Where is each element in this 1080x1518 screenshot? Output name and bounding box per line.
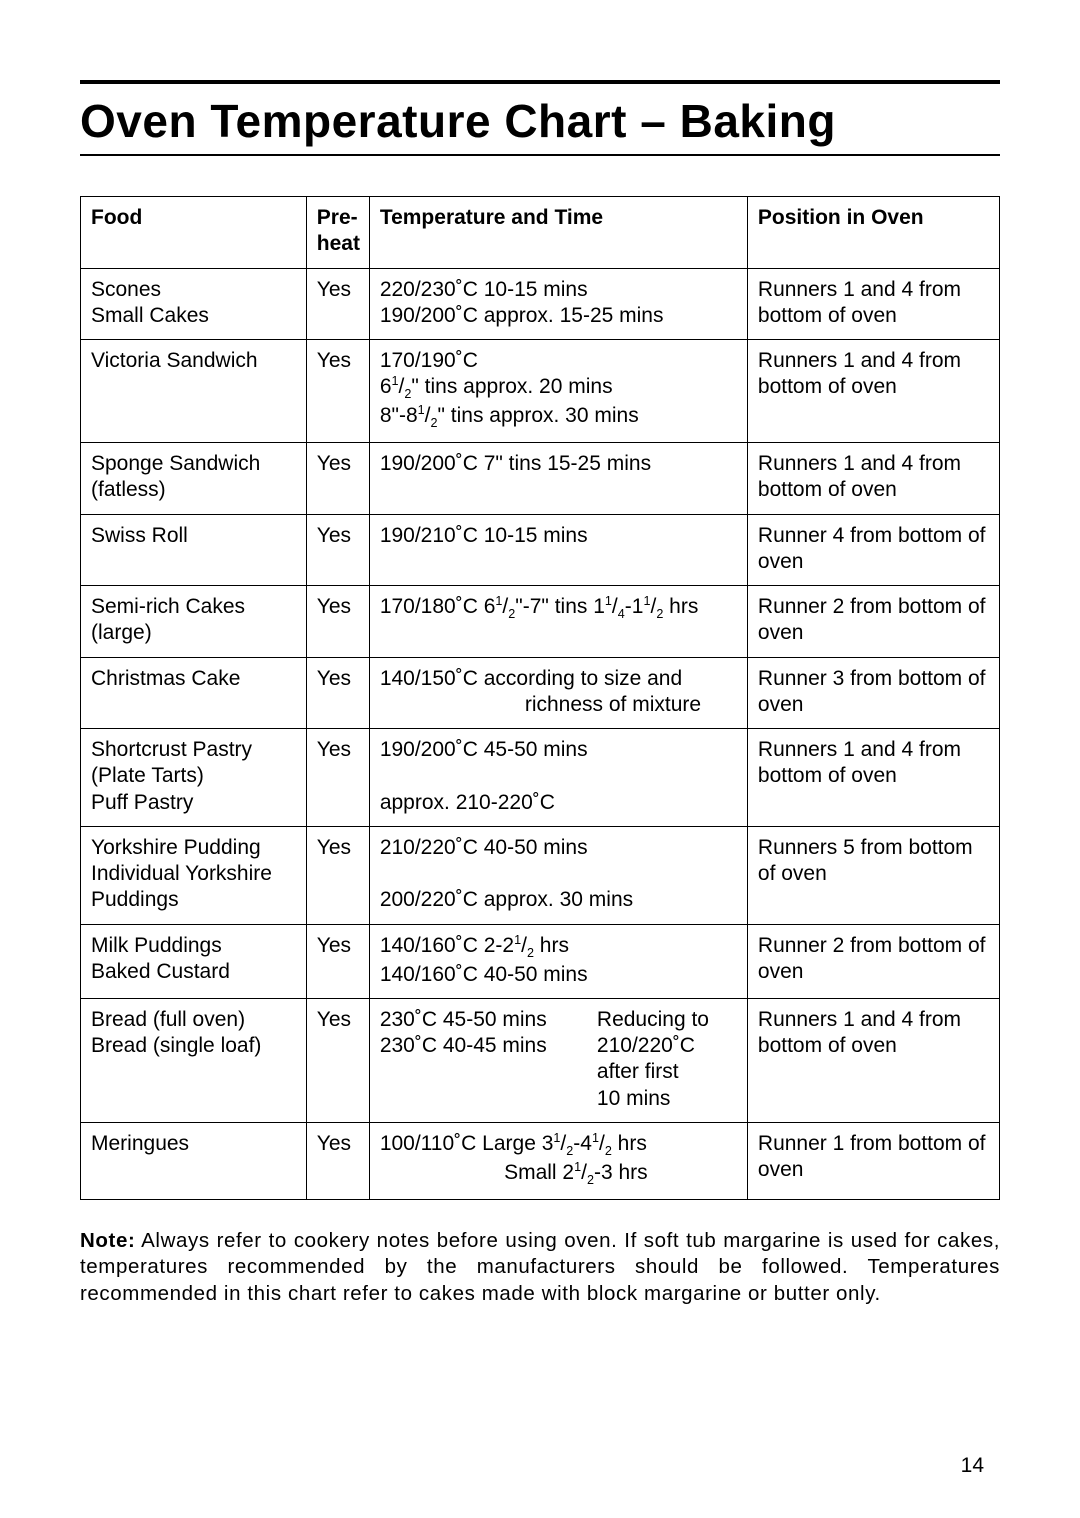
cell-preheat: Yes — [306, 998, 369, 1122]
note-text: Always refer to cookery notes before usi… — [80, 1229, 1000, 1305]
cell-temperature: 100/110˚C Large 31/2-41/2 hrs Small 21/2… — [369, 1122, 747, 1199]
cell-position: Runners 1 and 4 from bottom of oven — [747, 340, 999, 443]
cell-position: Runner 3 from bottom of oven — [747, 657, 999, 729]
cell-food: Shortcrust Pastry (Plate Tarts)Puff Past… — [81, 729, 307, 827]
table-body: SconesSmall CakesYes220/230˚C 10-15 mins… — [81, 268, 1000, 1199]
cell-temperature: 220/230˚C 10-15 mins190/200˚C approx. 15… — [369, 268, 747, 340]
table-row: Swiss RollYes190/210˚C 10-15 minsRunner … — [81, 514, 1000, 586]
cell-preheat: Yes — [306, 443, 369, 515]
table-row: Sponge Sandwich (fatless)Yes190/200˚C 7"… — [81, 443, 1000, 515]
cell-temperature: 190/200˚C 7" tins 15-25 mins — [369, 443, 747, 515]
top-rule — [80, 80, 1000, 84]
cell-temperature: 140/150˚C according to size and richness… — [369, 657, 747, 729]
table-row: SconesSmall CakesYes220/230˚C 10-15 mins… — [81, 268, 1000, 340]
table-row: MeringuesYes100/110˚C Large 31/2-41/2 hr… — [81, 1122, 1000, 1199]
cell-temperature: 170/180˚C 61/2"-7" tins 11/4-11/2 hrs — [369, 586, 747, 658]
cell-temperature: 170/190˚C61/2" tins approx. 20 mins8"-81… — [369, 340, 747, 443]
cell-preheat: Yes — [306, 924, 369, 998]
cell-position: Runner 1 from bottom of oven — [747, 1122, 999, 1199]
header-position: Position in Oven — [747, 197, 999, 269]
cell-preheat: Yes — [306, 729, 369, 827]
header-temp: Temperature and Time — [369, 197, 747, 269]
cell-food: Christmas Cake — [81, 657, 307, 729]
table-row: Yorkshire PuddingIndividual Yorkshire Pu… — [81, 826, 1000, 924]
page-number: 14 — [961, 1454, 984, 1478]
cell-position: Runners 1 and 4 from bottom of oven — [747, 729, 999, 827]
note-paragraph: Note: Always refer to cookery notes befo… — [80, 1228, 1000, 1308]
cell-food: Sponge Sandwich (fatless) — [81, 443, 307, 515]
cell-food: Milk PuddingsBaked Custard — [81, 924, 307, 998]
note-label: Note: — [80, 1229, 135, 1252]
cell-preheat: Yes — [306, 340, 369, 443]
cell-preheat: Yes — [306, 514, 369, 586]
cell-food: Swiss Roll — [81, 514, 307, 586]
page-title: Oven Temperature Chart – Baking — [80, 94, 1000, 148]
table-row: Milk PuddingsBaked CustardYes140/160˚C 2… — [81, 924, 1000, 998]
cell-position: Runners 1 and 4 from bottom of oven — [747, 998, 999, 1122]
cell-temperature: 140/160˚C 2-21/2 hrs140/160˚C 40-50 mins — [369, 924, 747, 998]
cell-food: Bread (full oven)Bread (single loaf) — [81, 998, 307, 1122]
table-header-row: Food Pre-heat Temperature and Time Posit… — [81, 197, 1000, 269]
cell-position: Runner 2 from bottom of oven — [747, 586, 999, 658]
table-row: Victoria SandwichYes170/190˚C61/2" tins … — [81, 340, 1000, 443]
cell-temperature: 190/210˚C 10-15 mins — [369, 514, 747, 586]
cell-temperature: 210/220˚C 40-50 mins200/220˚C approx. 30… — [369, 826, 747, 924]
cell-preheat: Yes — [306, 586, 369, 658]
cell-position: Runner 2 from bottom of oven — [747, 924, 999, 998]
table-row: Shortcrust Pastry (Plate Tarts)Puff Past… — [81, 729, 1000, 827]
cell-position: Runners 1 and 4 from bottom of oven — [747, 268, 999, 340]
title-underline — [80, 154, 1000, 156]
header-preheat: Pre-heat — [306, 197, 369, 269]
cell-position: Runner 4 from bottom of oven — [747, 514, 999, 586]
cell-preheat: Yes — [306, 826, 369, 924]
cell-food: Semi-rich Cakes (large) — [81, 586, 307, 658]
cell-food: Victoria Sandwich — [81, 340, 307, 443]
cell-temperature: 230˚C 45-50 mins230˚C 40-45 minsReducing… — [369, 998, 747, 1122]
cell-preheat: Yes — [306, 657, 369, 729]
cell-preheat: Yes — [306, 268, 369, 340]
cell-food: SconesSmall Cakes — [81, 268, 307, 340]
table-row: Bread (full oven)Bread (single loaf)Yes2… — [81, 998, 1000, 1122]
cell-temperature: 190/200˚C 45-50 minsapprox. 210-220˚C — [369, 729, 747, 827]
header-food: Food — [81, 197, 307, 269]
table-row: Christmas CakeYes140/150˚C according to … — [81, 657, 1000, 729]
cell-position: Runners 1 and 4 from bottom of oven — [747, 443, 999, 515]
baking-table: Food Pre-heat Temperature and Time Posit… — [80, 196, 1000, 1200]
cell-position: Runners 5 from bottom of oven — [747, 826, 999, 924]
cell-food: Meringues — [81, 1122, 307, 1199]
cell-preheat: Yes — [306, 1122, 369, 1199]
table-row: Semi-rich Cakes (large)Yes170/180˚C 61/2… — [81, 586, 1000, 658]
cell-food: Yorkshire PuddingIndividual Yorkshire Pu… — [81, 826, 307, 924]
